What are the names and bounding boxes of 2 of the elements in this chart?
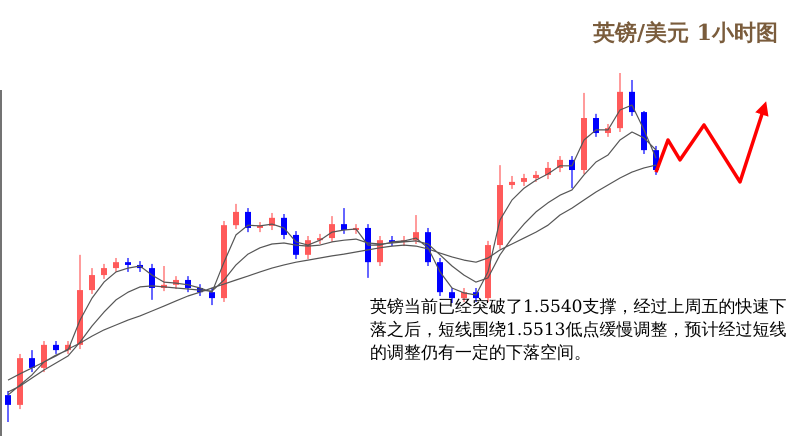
annotation: 英镑当前已经突破了1.5540支撑，经过上周五的快速下落之后，短线围绕1.5513低点缓慢调整，预计经过短线的调整仍有一定的下落空间。	[370, 296, 788, 365]
chart-title: 英镑/美元 1小时图	[592, 19, 779, 48]
